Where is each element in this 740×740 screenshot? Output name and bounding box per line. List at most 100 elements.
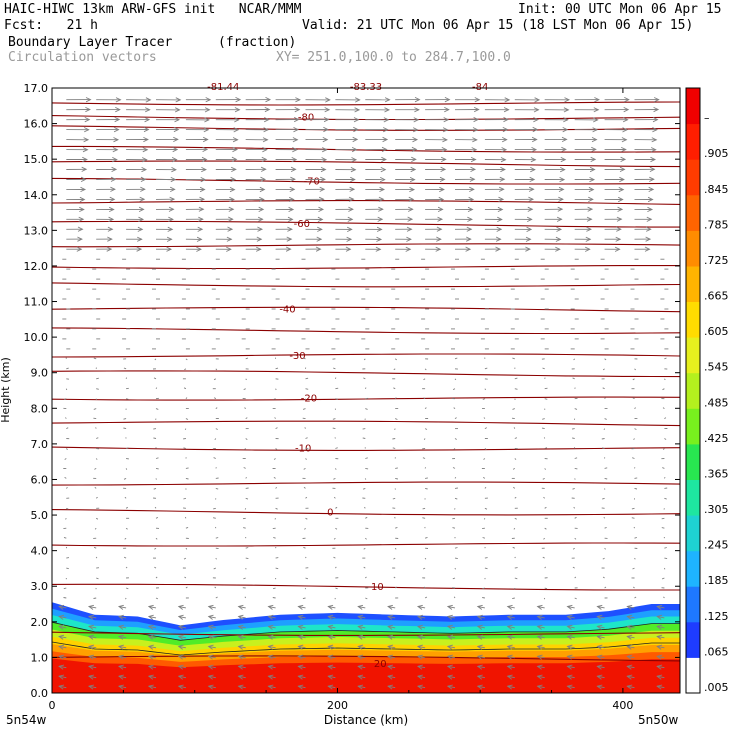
circulation-vector — [298, 675, 306, 679]
circulation-vector — [63, 536, 67, 539]
vector-head — [497, 206, 504, 213]
circulation-vector — [452, 517, 456, 520]
circulation-vector — [507, 665, 515, 669]
circulation-vector — [59, 675, 67, 679]
contour-label: -40 — [279, 305, 295, 316]
circulation-vector — [358, 675, 366, 679]
colorbar-swatch — [686, 159, 700, 196]
circulation-vector — [124, 537, 127, 540]
vector-head — [114, 116, 121, 123]
circulation-vector — [272, 587, 276, 590]
vector-head — [169, 196, 176, 202]
vector-head — [353, 126, 359, 133]
colorbar-swatch — [686, 550, 700, 587]
circulation-vector — [542, 367, 545, 370]
vector-head — [619, 166, 626, 173]
circulation-vector — [514, 458, 517, 460]
vector-head — [207, 614, 214, 620]
vector-head — [83, 137, 90, 143]
circulation-vector — [275, 557, 279, 559]
temperature-contour — [51, 481, 681, 486]
temperature-contour — [51, 353, 681, 358]
vector-head — [318, 196, 325, 202]
vector-head — [566, 614, 573, 620]
vector-head — [476, 664, 483, 670]
circulation-vector — [93, 546, 97, 549]
vector-head — [413, 117, 420, 123]
circulation-vector — [96, 437, 99, 439]
vector-head — [555, 236, 562, 242]
vector-head — [58, 674, 65, 680]
vector-head — [147, 614, 154, 620]
vector-head — [348, 206, 354, 212]
vector-head — [200, 176, 207, 183]
circulation-vector — [657, 665, 665, 669]
circulation-vector — [567, 665, 575, 669]
vector-head — [237, 684, 244, 690]
circulation-vector — [634, 596, 637, 599]
circulation-vector — [153, 428, 157, 430]
vector-head — [387, 614, 394, 620]
circulation-vector — [328, 616, 336, 619]
vector-head — [354, 107, 361, 113]
vector-head — [525, 236, 532, 242]
vector-head — [205, 97, 212, 103]
vector-head — [84, 127, 90, 133]
vector-head — [58, 654, 65, 660]
colorbar-label: .845 — [704, 183, 729, 196]
circulation-vector — [574, 478, 576, 480]
circulation-vector — [567, 625, 575, 629]
vector-head — [198, 206, 205, 212]
colorbar-swatch — [686, 372, 700, 409]
vector-head — [409, 176, 416, 183]
forecast-hour: Fcst: 21 h — [4, 18, 98, 33]
circulation-vector — [123, 477, 127, 480]
circulation-vector — [447, 625, 456, 629]
vector-head — [436, 226, 443, 232]
vector-head — [387, 654, 394, 660]
circulation-vector — [155, 576, 158, 579]
vector-head — [586, 216, 593, 222]
circulation-vector — [238, 655, 246, 659]
vector-head — [531, 146, 538, 153]
vector-head — [147, 624, 154, 630]
circulation-vector — [514, 556, 516, 559]
vector-head — [204, 117, 210, 123]
vector-head — [117, 684, 124, 690]
vector-head — [147, 654, 154, 660]
vector-head — [297, 604, 304, 610]
y-tick-label: 14.0 — [24, 189, 49, 202]
circulation-vector — [243, 577, 246, 580]
valid-time: Valid: 21 UTC Mon 06 Apr 15 (18 LST Mon … — [302, 18, 694, 33]
circulation-vector — [604, 358, 607, 361]
circulation-vector — [363, 377, 366, 380]
vector-head — [357, 644, 364, 650]
vector-head — [143, 126, 150, 133]
circulation-vector — [574, 516, 577, 519]
vector-head — [644, 246, 651, 252]
circulation-vector — [574, 387, 576, 389]
circulation-vector — [632, 567, 635, 570]
circulation-vector — [148, 606, 157, 609]
circulation-vector — [238, 685, 246, 689]
circulation-vector — [214, 438, 217, 440]
vector-head — [503, 116, 510, 123]
circulation-vector — [424, 467, 427, 469]
vector-head — [387, 674, 394, 680]
circulation-vector — [482, 537, 486, 539]
circulation-vector — [273, 458, 276, 460]
vector-head — [289, 186, 296, 193]
circulation-vector — [59, 665, 67, 669]
temperature-contour — [51, 306, 681, 313]
circulation-vector — [298, 635, 306, 639]
circulation-vector — [627, 606, 635, 609]
circulation-vector — [664, 476, 666, 479]
vector-head — [615, 236, 622, 242]
circulation-vector — [627, 645, 635, 649]
circulation-vector — [417, 625, 426, 629]
vector-head — [654, 97, 660, 103]
vector-head — [476, 634, 483, 640]
vector-head — [286, 236, 293, 242]
circulation-vector — [513, 427, 516, 429]
contour-label: -60 — [294, 219, 310, 230]
